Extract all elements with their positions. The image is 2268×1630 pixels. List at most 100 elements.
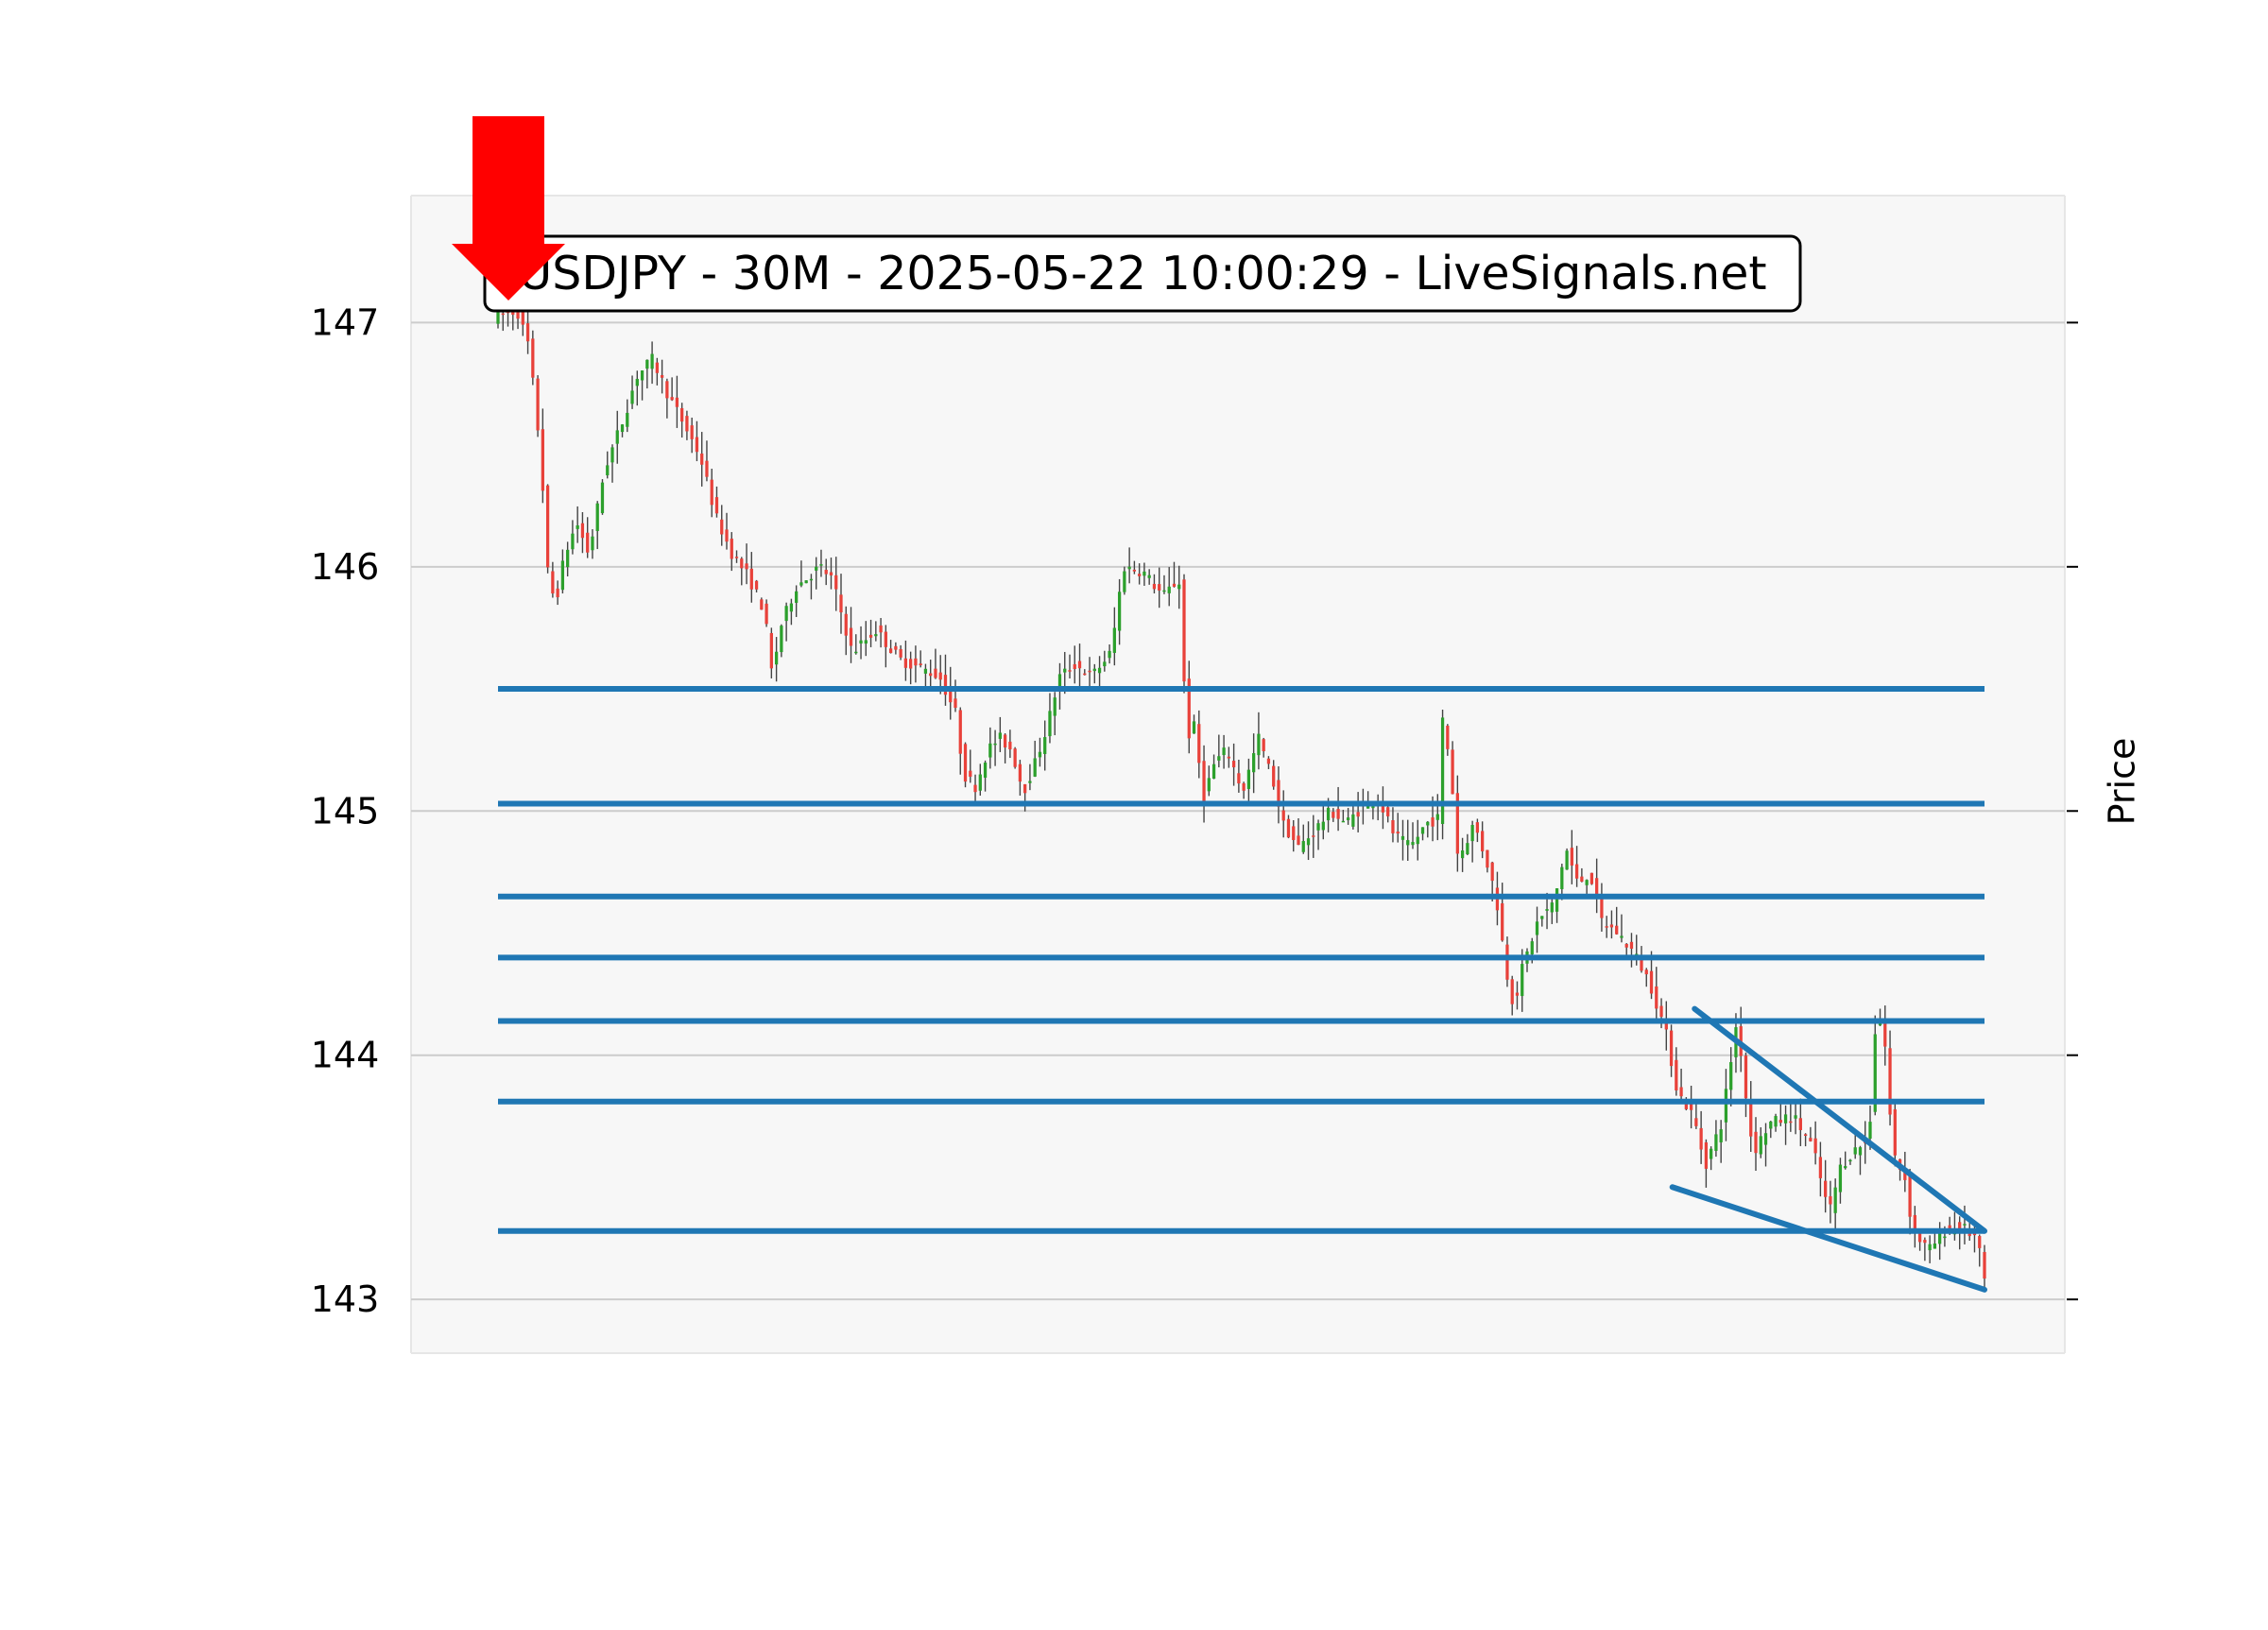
candle — [1505, 936, 1509, 987]
candle — [1152, 574, 1157, 593]
candle — [556, 580, 559, 606]
candle — [1211, 754, 1216, 780]
candle — [1983, 1244, 1986, 1288]
y-axis-ticks: 147 146 145 144 143 — [311, 301, 2078, 1320]
candle — [630, 375, 634, 409]
candle — [1192, 714, 1196, 734]
y-tick-label: 146 — [311, 546, 380, 588]
candle — [1371, 804, 1375, 820]
candle — [525, 309, 530, 354]
candle — [888, 640, 893, 654]
candle — [1759, 1127, 1762, 1158]
candle — [949, 666, 953, 720]
candle — [1400, 819, 1405, 861]
candle — [1913, 1206, 1916, 1248]
candle — [1306, 821, 1311, 861]
candle — [1053, 692, 1057, 736]
y-tick-label: 144 — [311, 1035, 380, 1076]
candle — [1689, 1086, 1693, 1129]
candle — [1406, 819, 1410, 861]
candle — [1824, 1159, 1828, 1213]
candle — [635, 370, 639, 406]
candle — [1182, 574, 1186, 694]
candle — [1038, 737, 1042, 767]
candle — [1644, 968, 1648, 987]
candle — [586, 517, 590, 558]
candle — [545, 484, 550, 574]
candle — [983, 760, 988, 792]
candle — [1455, 775, 1459, 872]
candle — [1023, 783, 1027, 812]
candle — [929, 660, 933, 690]
candle — [1858, 1145, 1863, 1175]
candle — [1917, 1230, 1922, 1251]
candle — [978, 764, 982, 797]
candle — [1928, 1235, 1932, 1263]
trendlines — [1669, 1005, 1987, 1293]
candle — [1346, 808, 1350, 825]
candle — [1589, 872, 1594, 885]
candle — [834, 557, 838, 611]
candle — [1848, 1158, 1852, 1165]
candle — [795, 585, 799, 617]
candle — [1466, 833, 1469, 856]
candle — [879, 618, 883, 648]
candle — [640, 369, 644, 401]
candle — [993, 729, 997, 766]
candle — [1710, 1146, 1713, 1171]
candle — [769, 627, 773, 678]
candle — [1565, 848, 1569, 870]
candle — [854, 634, 858, 655]
candle — [1664, 1001, 1668, 1051]
candle — [695, 420, 699, 462]
candle — [1272, 760, 1276, 790]
candle — [1798, 1098, 1802, 1146]
chart-title: USDJPY - 30M - 2025-05-22 10:00:29 - Liv… — [518, 247, 1766, 300]
candle — [595, 501, 599, 550]
candle — [819, 549, 823, 577]
candle — [1724, 1069, 1728, 1141]
candle — [1844, 1151, 1847, 1170]
candle — [809, 574, 814, 600]
candle — [571, 520, 575, 555]
candle — [1162, 575, 1166, 594]
candle — [824, 558, 828, 586]
candles — [496, 294, 1986, 1288]
candle — [1103, 650, 1107, 672]
candle — [576, 506, 579, 543]
candle — [919, 650, 922, 668]
candle — [1242, 781, 1246, 799]
candle — [1655, 967, 1658, 1022]
candle — [1381, 786, 1385, 830]
candle — [675, 375, 679, 428]
candle — [1143, 562, 1146, 586]
candle — [560, 549, 565, 594]
candle — [1629, 933, 1634, 968]
candle — [740, 557, 744, 586]
candle — [804, 580, 808, 584]
candle — [1923, 1237, 1927, 1261]
candle — [1451, 741, 1454, 795]
candle — [665, 378, 669, 419]
candle — [714, 486, 719, 518]
y-axis-label: Price — [2102, 738, 2143, 826]
candle — [963, 742, 968, 788]
candle — [749, 552, 753, 603]
candle — [1028, 764, 1032, 791]
candle — [1396, 813, 1400, 843]
down-arrow-icon — [452, 116, 565, 300]
candle — [894, 642, 898, 655]
candle — [1675, 1047, 1678, 1096]
candle — [1003, 732, 1007, 764]
candle — [1286, 815, 1291, 839]
candle — [606, 451, 610, 479]
candle — [1202, 745, 1206, 823]
candle — [734, 550, 739, 563]
y-tick-label: 143 — [311, 1278, 380, 1320]
candle — [1117, 578, 1122, 645]
candle — [754, 579, 759, 592]
candle — [780, 624, 783, 658]
candle — [815, 557, 818, 590]
candle — [1127, 547, 1131, 584]
